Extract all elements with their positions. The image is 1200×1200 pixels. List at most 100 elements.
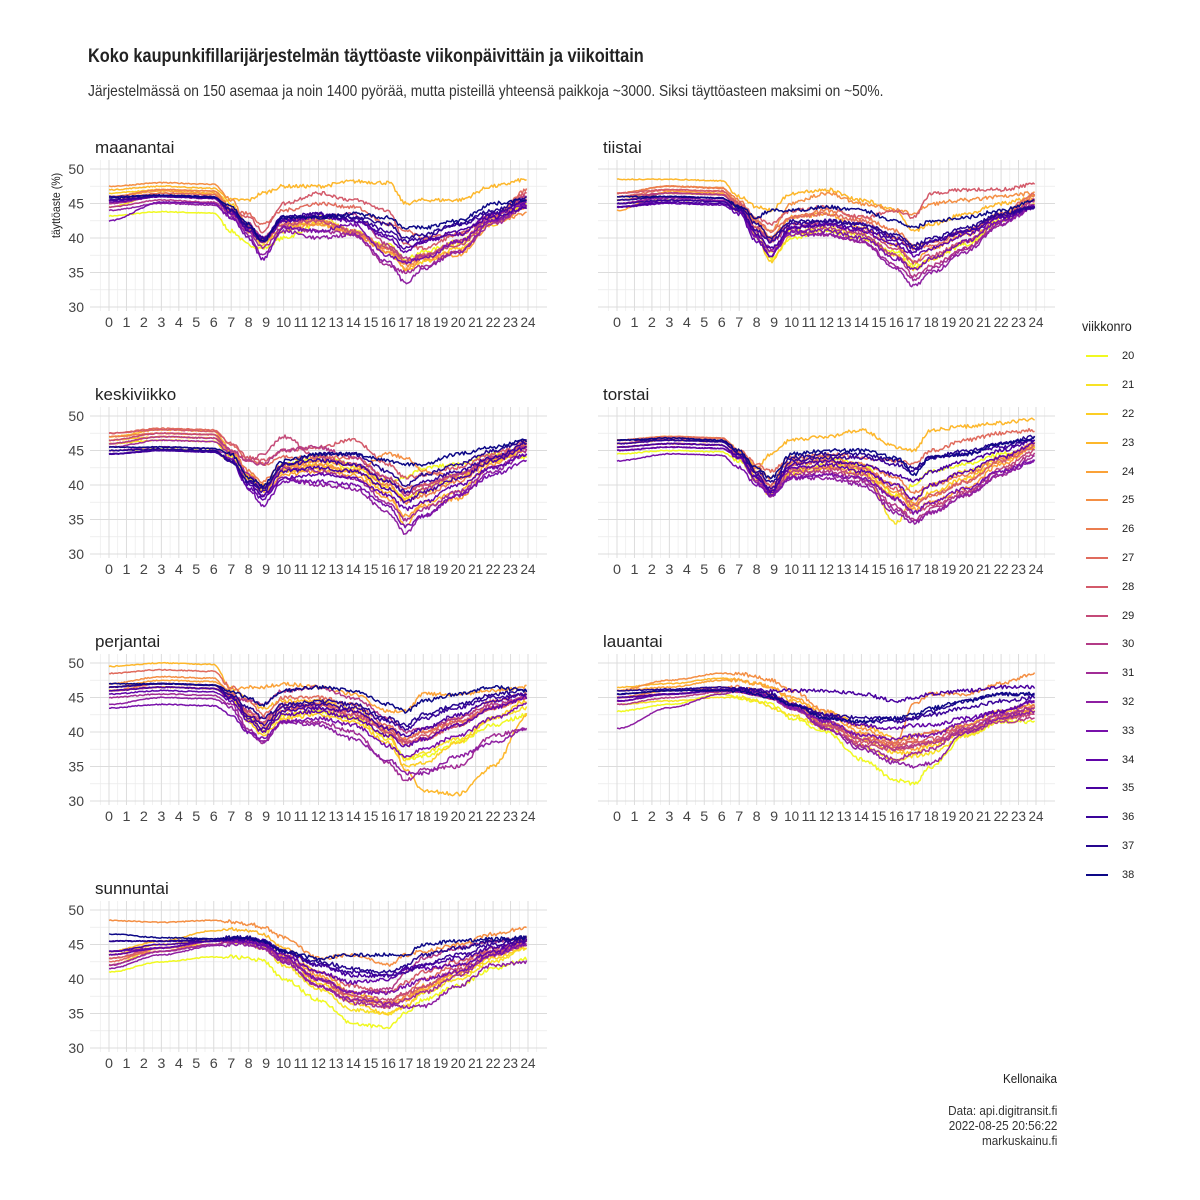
legend-item: 27: [1082, 544, 1137, 573]
y-tick-label: 45: [68, 937, 84, 953]
legend-item: 32: [1082, 688, 1137, 717]
x-tick-label: 14: [854, 808, 869, 824]
x-tick-label: 3: [157, 561, 165, 577]
x-tick-label: 16: [889, 808, 904, 824]
x-tick-label: 15: [871, 808, 886, 824]
x-tick-label: 23: [503, 561, 518, 577]
x-tick-label: 8: [753, 808, 761, 824]
x-tick-label: 3: [665, 314, 673, 330]
legend-label: 21: [1122, 379, 1135, 392]
series-line-week-33: [108, 939, 528, 996]
x-tick-label: 10: [276, 1055, 291, 1071]
series-line-week-34: [616, 441, 1035, 501]
x-tick-label: 6: [718, 561, 726, 577]
x-tick-label: 15: [363, 1055, 378, 1071]
x-tick-label: 24: [521, 314, 536, 330]
x-tick-label: 20: [451, 808, 466, 824]
x-tick-label: 10: [276, 314, 291, 330]
x-tick-label: 21: [976, 561, 991, 577]
x-tick-label: 16: [381, 1055, 396, 1071]
legend-label: 33: [1122, 724, 1135, 737]
y-tick-label: 35: [68, 512, 84, 528]
y-tick-label: 50: [68, 161, 84, 177]
x-tick-label: 3: [157, 1055, 165, 1071]
x-tick-label: 7: [735, 808, 743, 824]
legend-item: 23: [1082, 428, 1137, 457]
series-line-week-24: [108, 189, 527, 272]
x-tick-label: 2: [140, 808, 148, 824]
x-tick-label: 6: [210, 808, 218, 824]
legend-line-swatch: [1086, 556, 1108, 559]
x-tick-label: 4: [175, 808, 183, 824]
series-line-week-37: [616, 434, 1036, 483]
x-tick-label: 15: [871, 314, 886, 330]
legend-item: 33: [1082, 716, 1137, 745]
x-tick-label: 17: [906, 561, 921, 577]
legend-item: 30: [1082, 630, 1137, 659]
x-tick-label: 22: [486, 561, 501, 577]
x-tick-label: 12: [311, 314, 326, 330]
x-tick-label: 16: [381, 808, 396, 824]
facet-title: lauantai: [603, 632, 663, 651]
x-tick-label: 13: [328, 314, 343, 330]
legend-label: 36: [1122, 811, 1135, 824]
legend-line-swatch: [1086, 873, 1108, 876]
x-tick-label: 4: [683, 314, 691, 330]
legend-item: 36: [1082, 803, 1137, 832]
x-tick-label: 0: [105, 808, 113, 824]
x-tick-label: 4: [175, 561, 183, 577]
x-tick-label: 16: [889, 561, 904, 577]
series-line-week-38: [108, 193, 528, 243]
x-tick-label: 0: [105, 1055, 113, 1071]
legend-label: 22: [1122, 407, 1135, 420]
x-tick-label: 16: [381, 314, 396, 330]
x-tick-label: 23: [503, 808, 518, 824]
legend-item: 21: [1082, 371, 1137, 400]
series-line-week-38: [617, 436, 1035, 480]
x-tick-label: 0: [613, 561, 621, 577]
x-tick-label: 11: [294, 1055, 309, 1071]
y-tick-label: 40: [68, 477, 84, 493]
y-tick-label: 50: [68, 902, 84, 918]
x-tick-label: 5: [192, 808, 200, 824]
x-tick-label: 2: [648, 808, 656, 824]
series-line-week-31: [108, 693, 528, 782]
x-tick-label: 8: [245, 1055, 253, 1071]
y-tick-label: 40: [68, 971, 84, 987]
legend-line-swatch: [1086, 816, 1108, 819]
series-line-week-21: [616, 695, 1035, 763]
x-tick-label: 14: [346, 561, 361, 577]
legend-item: 22: [1082, 400, 1137, 429]
x-tick-label: 0: [105, 314, 113, 330]
x-tick-label: 10: [784, 314, 799, 330]
series-line-week-32: [108, 696, 527, 776]
legend-line-swatch: [1086, 844, 1108, 847]
series-line-week-35: [108, 685, 528, 738]
x-tick-label: 2: [648, 314, 656, 330]
x-tick-label: 9: [262, 808, 270, 824]
x-tick-label: 9: [770, 314, 778, 330]
y-tick-label: 45: [68, 443, 84, 459]
x-tick-label: 14: [854, 314, 869, 330]
x-tick-label: 15: [871, 561, 886, 577]
x-tick-label: 22: [486, 314, 501, 330]
x-axis-label: Kellonaika: [1003, 1071, 1057, 1086]
y-tick-label: 50: [68, 655, 84, 671]
x-tick-label: 19: [941, 561, 956, 577]
x-tick-label: 10: [276, 561, 291, 577]
x-tick-label: 23: [1011, 314, 1026, 330]
x-tick-label: 14: [346, 808, 361, 824]
legend-line-swatch: [1086, 585, 1108, 588]
legend-item: 29: [1082, 601, 1137, 630]
series-line-week-23: [616, 178, 1036, 232]
x-tick-label: 15: [363, 808, 378, 824]
caption-source: Data: api.digitransit.fi: [947, 1103, 1057, 1118]
legend-item: 28: [1082, 572, 1137, 601]
legend-label: 37: [1122, 839, 1135, 852]
facet-title: maanantai: [95, 138, 174, 157]
legend-line-swatch: [1086, 441, 1108, 444]
x-tick-label: 21: [468, 561, 483, 577]
